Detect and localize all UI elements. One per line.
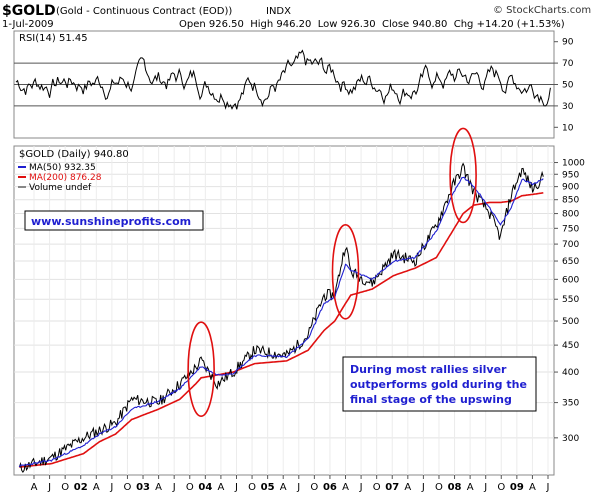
x-tick-label: O [186,482,194,493]
x-tick-label: O [435,482,443,493]
price-tick-label: 400 [562,368,579,378]
price-panel-frame [13,145,555,476]
price-tick-label: 450 [562,341,579,351]
x-tick-label: J [421,482,425,493]
instrument-name: (Gold - Continuous Contract (EOD)) [56,6,232,17]
price-tick-label: 700 [562,240,579,250]
x-tick-label: J [359,482,363,493]
highlight-ellipse [449,127,477,224]
x-grid [33,146,549,475]
price-tick-label: 1000 [562,159,585,169]
annotation-line: final stage of the upswing [350,393,512,406]
rsi-tick-label: 30 [562,102,574,112]
price-grid [14,162,554,439]
annotation: During most rallies silver outperforms go… [350,363,527,406]
price-tick-label: 350 [562,399,579,409]
x-tick-label: 02 [74,482,88,493]
price-tick-label: 650 [562,257,579,267]
x-tick-label: A [217,482,224,493]
price-tick-label: 550 [562,295,579,305]
annotation-box [342,356,537,412]
x-tick-label: O [61,482,69,493]
ma50-line [18,176,544,468]
x-tick-label: 04 [198,482,212,493]
x-tick-label: 07 [385,482,399,493]
x-tick-label: J [234,482,238,493]
brand-logo: © StockCharts.com [493,5,591,16]
x-tick-label: A [529,482,536,493]
x-tick-label: O [310,482,318,493]
x-tick-label: 03 [136,482,150,493]
x-tick-label: J [546,482,550,493]
rsi-grid [14,62,554,107]
price-axis: 300 350 400 450 500 550 600 650 700 750 800 850 900 9… [554,159,585,444]
watermark-box [24,210,204,231]
highlight-ellipses [187,127,477,418]
rsi-tick-label: 50 [562,81,574,91]
price-tick-label: 950 [562,170,579,180]
rsi-axis: 90 70 50 30 10 [554,38,574,133]
x-axis: A J O 02 A J O 03 A J O 04 A J O 05 A J O 06 A J O 07 A J O 08 A J O 09… [31,475,550,493]
x-tick-label: J [47,482,51,493]
x-tick-label: J [172,482,176,493]
highlight-ellipse [331,224,360,320]
rsi-line [15,49,551,110]
x-tick-label: A [155,482,162,493]
x-tick-label: J [296,482,300,493]
rsi-tick-label: 90 [562,38,574,48]
annotation-line: During most rallies silver [350,363,507,376]
price-tick-label: 750 [562,224,579,234]
legend-item: Volume undef [29,183,92,193]
x-tick-label: O [124,482,132,493]
x-tick-label: 06 [323,482,337,493]
x-tick-label: 05 [261,482,275,493]
x-tick-label: J [109,482,113,493]
x-tick-label: A [467,482,474,493]
price-tick-label: 300 [562,434,579,444]
legend-item: MA(50) 932.35 [29,163,96,173]
price-tick-label: 850 [562,196,579,206]
watermark-text: www.sunshineprofits.com [31,215,191,228]
price-tick-label: 800 [562,210,579,220]
x-tick-label: A [93,482,100,493]
x-tick-label: O [248,482,256,493]
exchange-label: INDX [266,6,291,17]
legend-item: MA(200) 876.28 [29,173,102,183]
rsi-label: RSI(14) 51.45 [19,33,88,44]
annotation-line: outperforms gold during the [350,378,527,391]
quote-values: Open 926.50 High 946.20 Low 926.30 Close… [179,19,565,30]
price-label: $GOLD (Daily) 940.80 [19,149,129,160]
x-tick-label: J [483,482,487,493]
price-tick-label: 600 [562,275,579,285]
quote-date: 1-Jul-2009 [2,19,54,30]
x-tick-label: A [31,482,38,493]
x-tick-label: A [342,482,349,493]
price-tick-label: 500 [562,317,579,327]
x-tick-label: 08 [448,482,462,493]
rsi-tick-label: 10 [562,123,574,133]
rsi-tick-label: 70 [562,59,574,69]
x-tick-label: 09 [510,482,524,493]
ma200-line [19,192,544,468]
x-tick-label: A [404,482,411,493]
highlight-ellipse [187,321,215,418]
x-tick-label: O [497,482,505,493]
symbol-title: $GOLD [2,3,56,19]
price-line [18,162,544,474]
price-tick-label: 900 [562,183,579,193]
x-tick-label: O [373,482,381,493]
x-tick-label: A [280,482,287,493]
